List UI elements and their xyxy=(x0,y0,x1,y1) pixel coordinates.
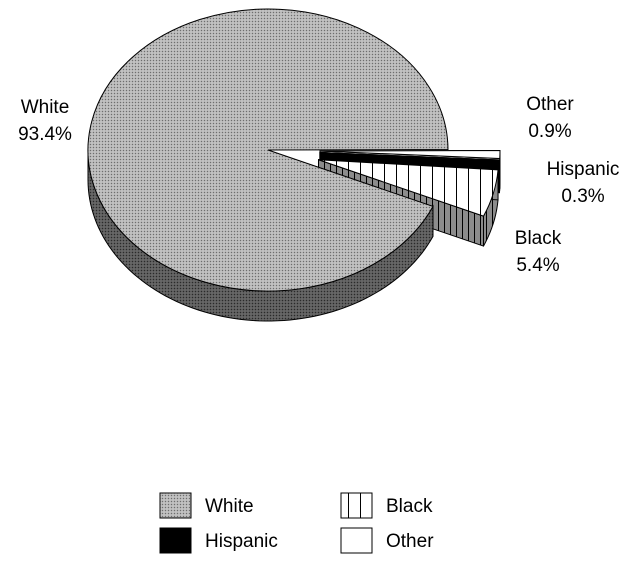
legend-swatch-black xyxy=(341,493,372,518)
legend: White Black Hispanic Other xyxy=(160,493,434,553)
slice-label-white: White xyxy=(21,97,70,118)
slice-value-hispanic: 0.3% xyxy=(561,186,604,207)
slice-value-white: 93.4% xyxy=(18,124,72,145)
legend-swatch-white xyxy=(160,493,191,518)
legend-swatch-hispanic xyxy=(160,528,191,553)
pie-slices-group xyxy=(88,9,500,321)
slice-label-other: Other xyxy=(526,94,574,115)
legend-label-hispanic: Hispanic xyxy=(205,531,278,552)
legend-label-other: Other xyxy=(386,531,434,552)
legend-swatch-other xyxy=(341,528,372,553)
slice-value-black: 5.4% xyxy=(516,255,559,276)
legend-label-black: Black xyxy=(386,496,433,517)
slice-label-hispanic: Hispanic xyxy=(547,159,620,180)
slice-value-other: 0.9% xyxy=(528,121,571,142)
slice-white xyxy=(88,9,448,291)
slice-label-black: Black xyxy=(515,228,562,249)
legend-label-white: White xyxy=(205,496,254,517)
